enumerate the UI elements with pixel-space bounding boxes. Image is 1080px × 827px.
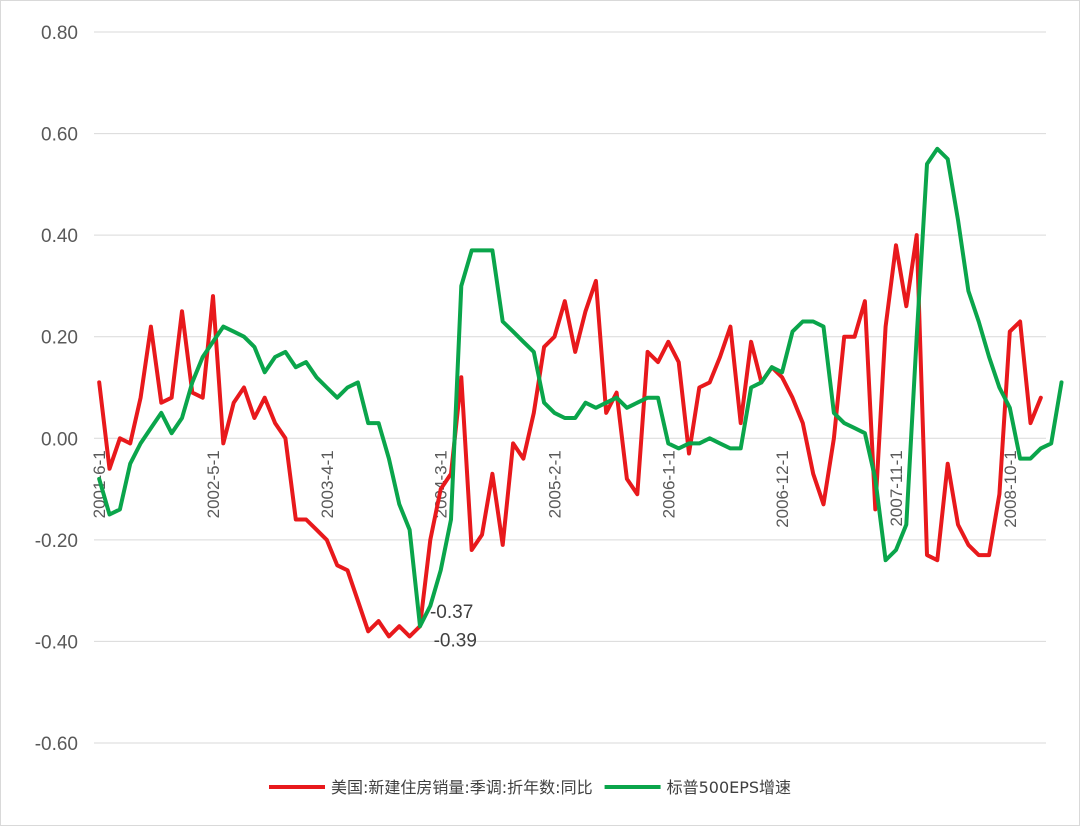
x-tick-label: 2005-2-1	[545, 450, 564, 518]
gridlines	[94, 31, 1046, 744]
y-tick-label: -0.20	[35, 531, 78, 552]
data-labels: -0.39 -0.37	[430, 602, 477, 651]
x-tick-label: 2008-10-1	[1001, 450, 1020, 528]
legend-label: 美国:新建住房销量:季调:折年数:同比	[331, 778, 593, 797]
series-line-1	[97, 233, 1043, 639]
y-tick-label: 0.60	[41, 125, 78, 146]
x-tick-label: 2006-12-1	[773, 450, 792, 528]
x-tick-label: 2002-5-1	[204, 450, 223, 518]
y-axis-ticks: 0.80 0.60 0.40 0.20 0.00 -0.20 -0.40 -0.60	[35, 23, 78, 755]
y-tick-label: 0.80	[41, 23, 78, 44]
y-tick-label: -0.40	[35, 632, 78, 653]
x-tick-label: 2004-3-1	[432, 450, 451, 518]
series-lines	[97, 146, 1064, 639]
x-tick-label: 2003-4-1	[318, 450, 337, 518]
data-label: -0.37	[430, 602, 473, 623]
y-tick-label: -0.60	[35, 734, 78, 755]
legend: 美国:新建住房销量:季调:折年数:同比 标普500EPS增速	[269, 778, 791, 797]
y-tick-label: 0.40	[41, 226, 78, 247]
x-tick-label: 2006-1-1	[659, 450, 678, 518]
x-axis-ticks: 2001-6-1 2002-5-1 2003-4-1 2004-3-1 2005-2-1…	[90, 450, 1020, 528]
x-tick-label: 2007-11-1	[887, 450, 906, 526]
series-line-2	[97, 146, 1064, 629]
data-label: -0.39	[434, 630, 477, 651]
y-tick-label: 0.20	[41, 328, 78, 349]
y-tick-label: 0.00	[41, 429, 78, 450]
legend-label: 标普500EPS增速	[667, 778, 791, 797]
